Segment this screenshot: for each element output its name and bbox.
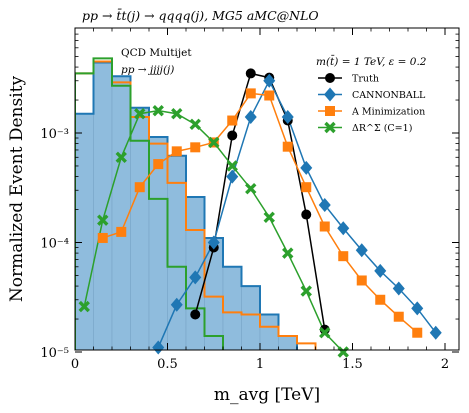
series-point-cannonball-11 [337, 221, 350, 236]
x-tick-label-3: 1.5 [342, 357, 363, 372]
legend-marker-truth [325, 73, 335, 83]
series-point-truth-0 [190, 309, 201, 320]
hist-bar-0-0 [75, 113, 94, 350]
series-point-cannonball-6 [244, 109, 257, 124]
hist-bar-0-1 [93, 62, 113, 350]
hist-bar-0-3 [130, 107, 150, 350]
series-point-r-c-1-8 [226, 160, 238, 172]
legend-label-a-minimization: A Minimization [351, 107, 425, 118]
series-point-cannonball-10 [318, 198, 331, 213]
series-point-r-c-1-4 [152, 104, 164, 117]
series-point-a-minimization-7 [227, 115, 238, 126]
series-point-cannonball-13 [374, 263, 387, 278]
qcd-annotation-line-2: pp → jjjj(j) [121, 64, 174, 76]
series-point-a-minimization-10 [282, 141, 293, 152]
series-point-r-c-1-10 [263, 211, 275, 223]
legend-title: m(t̄) = 1 TeV, ε = 0.2 [316, 55, 427, 68]
series-point-r-c-1-11 [282, 247, 294, 259]
qcd-annotation: QCD Multijet pp → jjjj(j) [121, 47, 192, 76]
legend-marker-cannonball [324, 87, 336, 102]
legend-label-truth: Truth [352, 74, 379, 85]
series-point-cannonball-3 [189, 270, 202, 285]
legend-label-cannonball: CANNONBALL [352, 90, 426, 101]
series-point-a-minimization-4 [171, 146, 182, 157]
y-tick-label-1: 10⁻⁴ [40, 237, 69, 252]
series-point-a-minimization-16 [393, 311, 404, 322]
series-point-cannonball-15 [411, 301, 424, 316]
series-point-r-c-1-0 [78, 300, 90, 313]
y-tick-label-0: 10⁻⁵ [40, 346, 69, 361]
series-point-truth-6 [301, 209, 312, 220]
legend-label-r-c-1: ΔR^Σ (C=1) [352, 123, 412, 134]
series-point-a-minimization-13 [338, 251, 349, 262]
series-point-r-c-1-14 [337, 346, 349, 358]
series-point-r-c-1-9 [245, 182, 257, 195]
series-point-a-minimization-0 [97, 232, 108, 243]
qcd-annotation-line-1: QCD Multijet [121, 47, 192, 59]
series-point-a-minimization-14 [356, 275, 367, 286]
series-point-truth-2 [227, 130, 238, 141]
series-point-a-minimization-3 [153, 159, 164, 170]
series-point-r-c-1-1 [97, 214, 109, 226]
series-point-r-c-1-7 [208, 136, 220, 149]
x-tick-label-0: 0 [71, 357, 79, 372]
x-axis-label: m_avg [TeV] [214, 385, 320, 405]
series-point-r-c-1-5 [171, 108, 183, 120]
series-point-a-minimization-12 [319, 221, 330, 232]
x-tick-label-4: 2 [441, 357, 449, 372]
hist-bar-0-8 [222, 266, 242, 350]
hist-outline-2 [75, 57, 224, 350]
series-point-cannonball-2 [170, 297, 183, 312]
series-point-r-c-1-6 [189, 118, 201, 131]
series-point-r-c-1-2 [115, 151, 127, 163]
hist-bar-0-11 [278, 335, 298, 350]
y-tick-label-2: 10⁻³ [40, 127, 69, 142]
series-point-a-minimization-11 [301, 182, 312, 193]
series-point-cannonball-14 [392, 281, 405, 296]
x-tick-label-2: 1 [256, 357, 264, 372]
series-point-cannonball-16 [429, 325, 442, 340]
series-point-cannonball-1 [152, 340, 165, 355]
marker-layer [78, 68, 442, 358]
series-point-a-minimization-8 [245, 88, 256, 99]
series-point-r-c-1-12 [300, 285, 312, 297]
series-point-r-c-1-3 [134, 108, 146, 120]
series-point-a-minimization-17 [412, 327, 423, 338]
series-point-cannonball-8 [281, 109, 294, 124]
series-point-cannonball-9 [300, 160, 313, 175]
series-point-r-c-1-13 [319, 327, 331, 339]
series-point-a-minimization-5 [190, 142, 201, 153]
series-point-cannonball-7 [263, 73, 276, 88]
axis-layer: 0 0.5 1 1.5 2 10⁻⁵ 10⁻⁴ 10⁻³ [40, 28, 459, 372]
chart-title: pp → t̄t(j) → qqqq(j), MG5 aMC@NLO [82, 7, 319, 23]
hist-bar-0-10 [259, 314, 279, 350]
legend-marker-r-c-1 [324, 121, 336, 134]
plot-frame [74, 27, 460, 351]
series-point-a-minimization-2 [134, 182, 145, 193]
hist-bar-0-9 [241, 285, 261, 350]
y-axis-label: Normalized Event Density [7, 76, 27, 303]
hist-bar-0-2 [111, 75, 131, 350]
series-point-truth-3 [245, 68, 256, 79]
series-point-cannonball-12 [355, 243, 368, 258]
series-point-a-minimization-15 [375, 294, 386, 305]
series-point-cannonball-4 [207, 235, 220, 250]
legend: m(t̄) = 1 TeV, ε = 0.2 Truth CANNONBALL A … [316, 55, 427, 134]
legend-marker-a-minimization [325, 106, 335, 116]
series-point-a-minimization-1 [116, 226, 127, 237]
x-tick-label-1: 0.5 [157, 357, 178, 372]
series-point-cannonball-5 [226, 169, 239, 184]
series-point-a-minimization-9 [264, 90, 275, 101]
